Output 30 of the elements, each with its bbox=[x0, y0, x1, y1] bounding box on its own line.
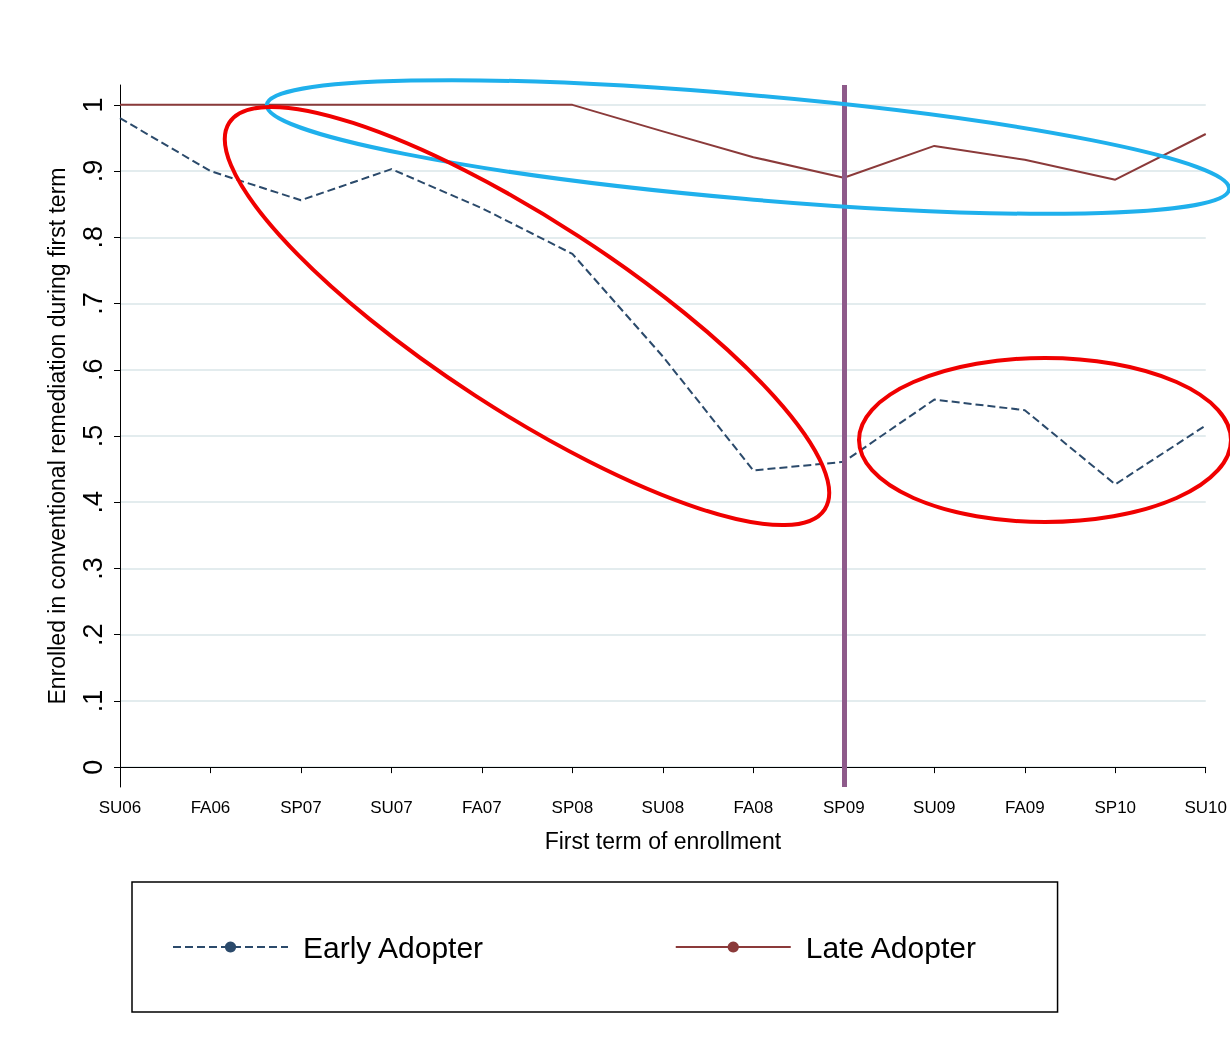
y-axis-title: Enrolled in conventional remediation during first term bbox=[43, 167, 70, 705]
x-tick-label: SP08 bbox=[551, 798, 594, 817]
y-tick-label: .5 bbox=[77, 424, 108, 448]
x-tick-label: SU10 bbox=[1184, 798, 1227, 817]
x-tick-label: SU06 bbox=[98, 798, 142, 817]
line-series bbox=[119, 103, 1207, 181]
x-tick-label: SU09 bbox=[913, 798, 956, 817]
y-tick-label: .9 bbox=[77, 159, 108, 183]
y-tick-label: .7 bbox=[77, 292, 108, 315]
x-tick-label: SP07 bbox=[280, 798, 322, 817]
x-tick-label: SU08 bbox=[641, 798, 685, 817]
y-tick-label: .8 bbox=[77, 226, 108, 249]
x-tick-label: FA07 bbox=[462, 798, 502, 817]
x-axis-title: First term of enrollment bbox=[544, 827, 782, 854]
y-tick-label: .6 bbox=[77, 358, 108, 382]
y-tick-label: 0 bbox=[77, 759, 108, 775]
x-tick-label: FA06 bbox=[190, 798, 231, 817]
y-tick-label: .3 bbox=[77, 557, 108, 580]
x-tick-label: FA08 bbox=[733, 798, 774, 817]
legend-label: Early Adopter bbox=[303, 930, 484, 964]
line-series bbox=[119, 117, 1207, 486]
legend-label: Late Adopter bbox=[805, 930, 976, 964]
x-tick-label: SU07 bbox=[370, 798, 413, 817]
x-tick-label: FA09 bbox=[1004, 798, 1045, 817]
y-tick-label: 1 bbox=[77, 97, 108, 113]
x-tick-label: SP09 bbox=[823, 798, 865, 817]
y-tick-label: .1 bbox=[77, 689, 108, 713]
y-tick-label: .2 bbox=[77, 623, 108, 646]
x-tick-label: SP10 bbox=[1094, 798, 1137, 817]
y-tick-label: .4 bbox=[77, 490, 108, 514]
